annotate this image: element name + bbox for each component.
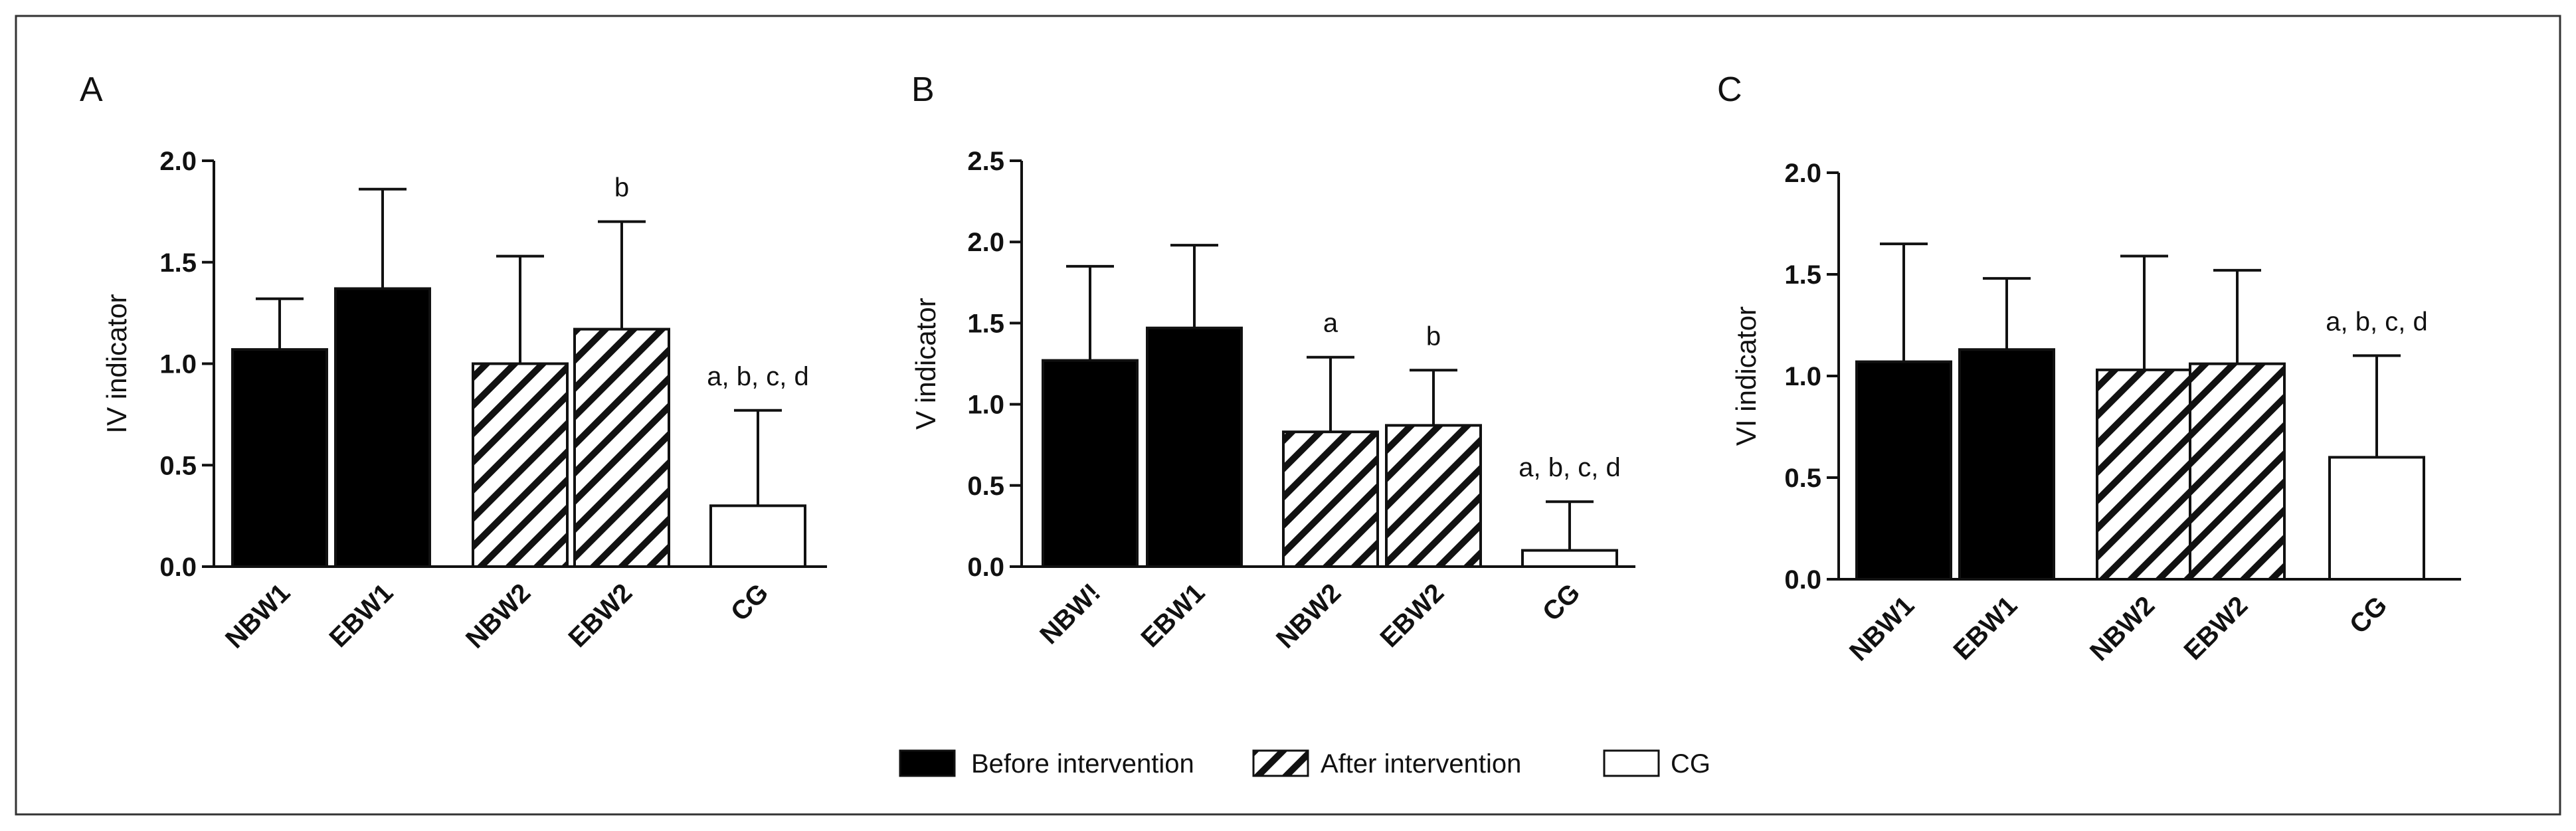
legend-label-after: After intervention (1321, 749, 1521, 779)
bar-cg (1521, 549, 1618, 568)
y-tick-label: 2.0 (1784, 159, 1821, 188)
legend-label-cg: CG (1671, 749, 1710, 779)
significance-annotation: a (1323, 309, 1338, 338)
legend-swatch-before (899, 749, 956, 777)
bar-nbw1 (1855, 360, 1952, 581)
bar-cg (709, 504, 806, 568)
y-tick-label: 1.5 (967, 309, 1004, 338)
y-tick-label: 1.5 (1784, 260, 1821, 290)
y-tick-label: 0.5 (967, 472, 1004, 501)
bar-ebw2 (2189, 362, 2286, 581)
y-tick-label: 2.0 (159, 147, 197, 176)
bar-ebw2 (573, 327, 670, 568)
y-tick-label: 2.0 (967, 228, 1004, 257)
significance-annotation: b (1426, 322, 1441, 351)
y-tick-label: 0.5 (159, 451, 197, 480)
legend-swatch-after (1252, 749, 1309, 777)
legend-label-before: Before intervention (971, 749, 1194, 779)
y-tick-label: 2.5 (967, 147, 1004, 176)
panel-letter: B (911, 70, 935, 109)
bar-nbw1 (231, 348, 328, 568)
y-axis-label: VI indicator (1730, 306, 1762, 446)
y-tick-label: 1.5 (159, 248, 197, 278)
significance-annotation: b (614, 173, 629, 203)
y-axis-label: IV indicator (101, 294, 132, 433)
bar-cg (2328, 456, 2425, 581)
legend: Before intervention After intervention CG (899, 749, 1710, 779)
bar-nbw2 (1282, 430, 1379, 569)
significance-annotation: a, b, c, d (707, 362, 808, 391)
bar-ebw1 (334, 287, 431, 568)
y-tick-label: 0.5 (1784, 464, 1821, 493)
y-axis-label: V indicator (910, 298, 941, 429)
y-tick-label: 1.0 (967, 391, 1004, 420)
bar-nbw2 (472, 362, 569, 568)
legend-swatch-cg (1603, 749, 1660, 777)
y-tick-label: 1.0 (159, 350, 197, 379)
bar-ebw1 (1958, 348, 2055, 581)
y-tick-label: 1.0 (1784, 362, 1821, 391)
bar-nbw2 (2096, 368, 2193, 581)
bar-ebw2 (1385, 424, 1482, 569)
significance-annotation: a, b, c, d (1518, 453, 1620, 482)
bar-nbw (1042, 359, 1139, 568)
bar-ebw1 (1146, 326, 1243, 568)
panel-letter: C (1717, 70, 1742, 109)
y-tick-label: 0.0 (1784, 565, 1821, 595)
significance-annotation: a, b, c, d (2326, 307, 2427, 336)
y-tick-label: 0.0 (967, 553, 1004, 582)
panel-letter: A (80, 70, 103, 109)
y-tick-label: 0.0 (159, 553, 197, 582)
